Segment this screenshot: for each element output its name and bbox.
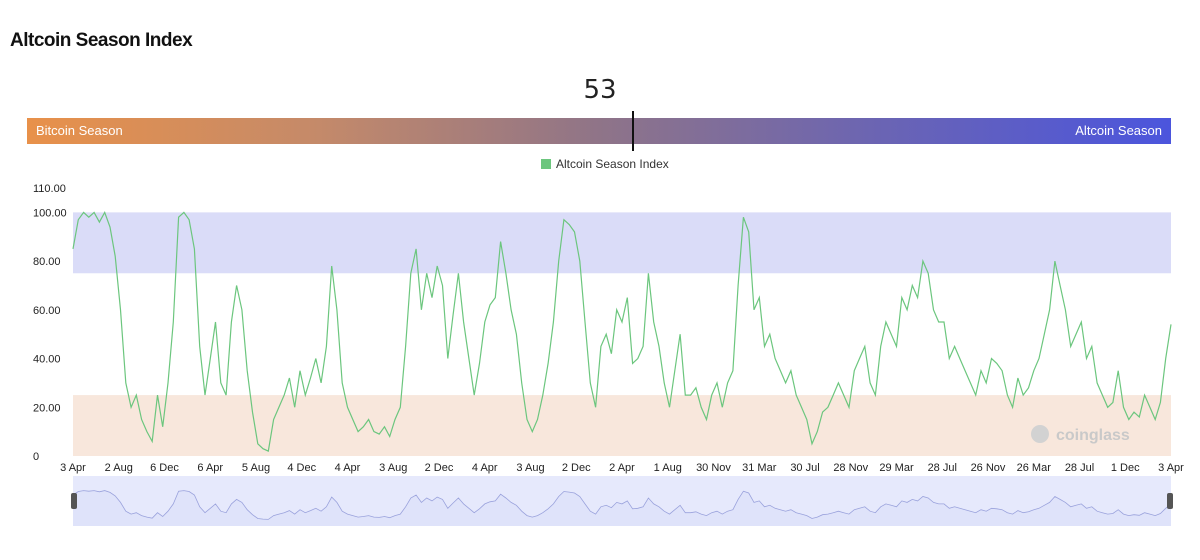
x-tick-label: 30 Nov bbox=[696, 462, 731, 474]
y-tick-label: 80.00 bbox=[33, 256, 61, 268]
x-tick-label: 28 Jul bbox=[1065, 462, 1094, 474]
chart-legend[interactable]: Altcoin Season Index bbox=[541, 157, 669, 171]
altcoin-season-label: Altcoin Season bbox=[1075, 123, 1162, 138]
y-tick-label: 100.00 bbox=[33, 207, 67, 219]
x-tick-label: 3 Aug bbox=[379, 462, 407, 474]
bitcoin-season-label: Bitcoin Season bbox=[36, 123, 123, 138]
x-tick-label: 5 Aug bbox=[242, 462, 270, 474]
x-tick-label: 4 Apr bbox=[472, 462, 498, 474]
x-tick-label: 28 Nov bbox=[833, 462, 868, 474]
x-tick-label: 6 Dec bbox=[150, 462, 179, 474]
x-tick-label: 4 Apr bbox=[335, 462, 361, 474]
watermark-text: coinglass bbox=[1056, 427, 1130, 444]
gauge-marker bbox=[632, 111, 635, 151]
x-tick-label: 3 Apr bbox=[1158, 462, 1184, 474]
legend-label: Altcoin Season Index bbox=[556, 157, 669, 171]
navigator-area bbox=[73, 490, 1171, 526]
x-tick-label: 1 Aug bbox=[654, 462, 682, 474]
x-tick-label: 1 Dec bbox=[1111, 462, 1140, 474]
season-gauge-bar: Bitcoin Season Altcoin Season bbox=[27, 118, 1171, 144]
legend-swatch bbox=[541, 159, 551, 169]
x-tick-label: 3 Aug bbox=[516, 462, 544, 474]
x-tick-label: 3 Apr bbox=[60, 462, 86, 474]
x-tick-label: 2 Dec bbox=[562, 462, 591, 474]
x-tick-label: 30 Jul bbox=[790, 462, 819, 474]
band-altcoin-season bbox=[73, 212, 1171, 274]
y-tick-label: 20.00 bbox=[33, 402, 61, 414]
range-navigator[interactable] bbox=[71, 476, 1173, 526]
x-tick-label: 4 Dec bbox=[287, 462, 316, 474]
y-tick-label: 0 bbox=[33, 451, 39, 463]
y-tick-label: 60.00 bbox=[33, 305, 61, 317]
x-tick-label: 28 Jul bbox=[928, 462, 957, 474]
x-tick-label: 6 Apr bbox=[197, 462, 223, 474]
navigator-line bbox=[72, 490, 1172, 520]
watermark: coinglass bbox=[1031, 425, 1130, 444]
navigator-right-handle[interactable] bbox=[1167, 493, 1173, 509]
y-tick-label: 40.00 bbox=[33, 354, 61, 366]
page-title: Altcoin Season Index bbox=[10, 30, 193, 51]
band-bitcoin-season bbox=[73, 395, 1171, 456]
x-tick-label: 29 Mar bbox=[879, 462, 914, 474]
y-tick-label: 110.00 bbox=[33, 183, 66, 195]
navigator-left-handle[interactable] bbox=[71, 493, 77, 509]
x-tick-label: 2 Aug bbox=[105, 462, 133, 474]
x-tick-label: 26 Nov bbox=[971, 462, 1006, 474]
x-tick-label: 2 Apr bbox=[609, 462, 635, 474]
x-tick-label: 26 Mar bbox=[1017, 462, 1052, 474]
x-tick-label: 31 Mar bbox=[742, 462, 777, 474]
gauge-value: 53 bbox=[583, 75, 617, 105]
series-line-altcoin-season-index bbox=[72, 210, 1172, 452]
x-tick-label: 2 Dec bbox=[425, 462, 454, 474]
